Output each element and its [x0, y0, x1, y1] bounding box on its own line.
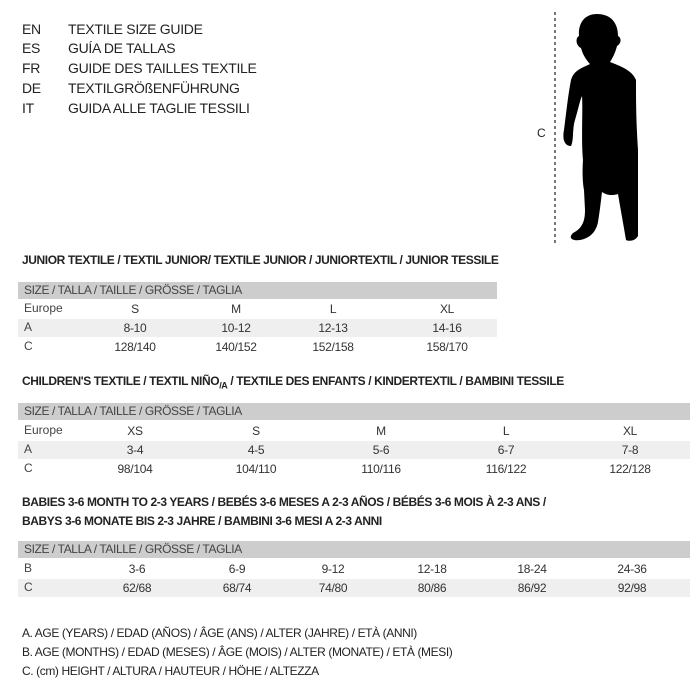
- table-cell: 5-6: [372, 443, 390, 457]
- children-title: CHILDREN'S TEXTILE / TEXTIL NIÑO/A / TEX…: [22, 374, 564, 391]
- table-row: A 8-10 10-12 12-13 14-16: [18, 319, 497, 337]
- table-cell: 18-24: [517, 562, 547, 576]
- height-marker-label: C: [537, 126, 546, 140]
- lang-code: IT: [22, 100, 34, 116]
- junior-title: JUNIOR TEXTILE / TEXTIL JUNIOR/ TEXTILE …: [22, 253, 499, 267]
- table-cell: 10-12: [221, 321, 251, 335]
- table-row: C 128/140 140/152 152/158 158/170: [18, 338, 497, 356]
- table-cell: 7-8: [621, 443, 639, 457]
- child-silhouette: [563, 14, 638, 241]
- table-cell: 4-5: [247, 443, 265, 457]
- babies-size-header: SIZE / TALLA / TAILLE / GRÖSSE / TAGLIA: [18, 541, 690, 558]
- table-cell: 80/86: [417, 581, 447, 595]
- table-cell: 6-9: [228, 562, 246, 576]
- table-cell: 68/74: [222, 581, 252, 595]
- table-cell: S: [252, 424, 260, 438]
- lang-title: GUÍA DE TALLAS: [68, 40, 176, 56]
- table-cell: 128/140: [114, 340, 156, 354]
- table-cell: M: [376, 424, 386, 438]
- table-cell: XL: [622, 424, 638, 438]
- table-row: Europe XS S M L XL: [18, 422, 690, 440]
- table-row: A 3-4 4-5 5-6 6-7 7-8: [18, 441, 690, 459]
- table-cell: 12-18: [417, 562, 447, 576]
- child-silhouette-icon: [554, 12, 638, 243]
- lang-title: TEXTILE SIZE GUIDE: [68, 21, 203, 37]
- lang-code: FR: [22, 60, 41, 76]
- lang-code: ES: [22, 40, 41, 56]
- table-cell: 3-4: [126, 443, 144, 457]
- table-cell: XL: [439, 302, 455, 316]
- table-cell: 110/116: [361, 462, 401, 476]
- table-row: B 3-6 6-9 9-12 12-18 18-24 24-36: [18, 560, 690, 578]
- table-cell: S: [131, 302, 139, 316]
- table-cell: 8-10: [123, 321, 147, 335]
- table-cell: 158/170: [426, 340, 468, 354]
- table-cell: 104/110: [235, 462, 277, 476]
- junior-size-header: SIZE / TALLA / TAILLE / GRÖSSE / TAGLIA: [18, 282, 497, 299]
- size-header-label: SIZE / TALLA / TAILLE / GRÖSSE / TAGLIA: [24, 542, 242, 556]
- table-cell: 140/152: [215, 340, 257, 354]
- children-size-header: SIZE / TALLA / TAILLE / GRÖSSE / TAGLIA: [18, 403, 690, 420]
- table-cell: 92/98: [617, 581, 647, 595]
- table-cell: M: [231, 302, 241, 316]
- legend-c: C. (cm) HEIGHT / ALTURA / HAUTEUR / HÖHE…: [22, 664, 319, 678]
- babies-title-line2: BABYS 3-6 MONATE BIS 2-3 JAHRE / BAMBINI…: [22, 514, 382, 528]
- legend-a: A. AGE (YEARS) / EDAD (AÑOS) / ÂGE (ANS)…: [22, 626, 417, 640]
- table-cell: L: [502, 424, 510, 438]
- row-label: Europe: [24, 301, 63, 315]
- row-label: C: [24, 580, 33, 594]
- table-cell: 86/92: [517, 581, 547, 595]
- table-row: C 98/104 104/110 110/116 116/122 122/128: [18, 460, 690, 478]
- table-cell: 98/104: [117, 462, 153, 476]
- table-cell: 152/158: [312, 340, 354, 354]
- table-cell: 9-12: [321, 562, 345, 576]
- lang-title: TEXTILGRÖßENFÜHRUNG: [68, 80, 240, 96]
- table-cell: 24-36: [617, 562, 647, 576]
- table-cell: 14-16: [432, 321, 462, 335]
- table-cell: 116/122: [485, 462, 527, 476]
- table-cell: 74/80: [318, 581, 348, 595]
- table-cell: 6-7: [497, 443, 515, 457]
- lang-code: DE: [22, 80, 41, 96]
- lang-code: EN: [22, 21, 41, 37]
- row-label: C: [24, 461, 33, 475]
- size-header-label: SIZE / TALLA / TAILLE / GRÖSSE / TAGLIA: [24, 283, 242, 297]
- legend-b: B. AGE (MONTHS) / EDAD (MESES) / ÂGE (MO…: [22, 645, 453, 659]
- table-cell: 3-6: [128, 562, 146, 576]
- table-row: C 62/68 68/74 74/80 80/86 86/92 92/98: [18, 579, 690, 597]
- table-cell: XS: [127, 424, 143, 438]
- babies-title-line1: BABIES 3-6 MONTH TO 2-3 YEARS / BEBÉS 3-…: [22, 495, 546, 509]
- table-row: Europe S M L XL: [18, 300, 497, 318]
- row-label: A: [24, 320, 33, 334]
- table-cell: 122/128: [609, 462, 651, 476]
- table-cell: 12-13: [318, 321, 348, 335]
- row-label: B: [24, 561, 33, 575]
- size-header-label: SIZE / TALLA / TAILLE / GRÖSSE / TAGLIA: [24, 404, 242, 418]
- lang-title: GUIDE DES TAILLES TEXTILE: [68, 60, 257, 76]
- row-label: Europe: [24, 423, 63, 437]
- lang-title: GUIDA ALLE TAGLIE TESSILI: [68, 100, 250, 116]
- row-label: A: [24, 442, 33, 456]
- row-label: C: [24, 339, 33, 353]
- table-cell: L: [329, 302, 337, 316]
- table-cell: 62/68: [122, 581, 152, 595]
